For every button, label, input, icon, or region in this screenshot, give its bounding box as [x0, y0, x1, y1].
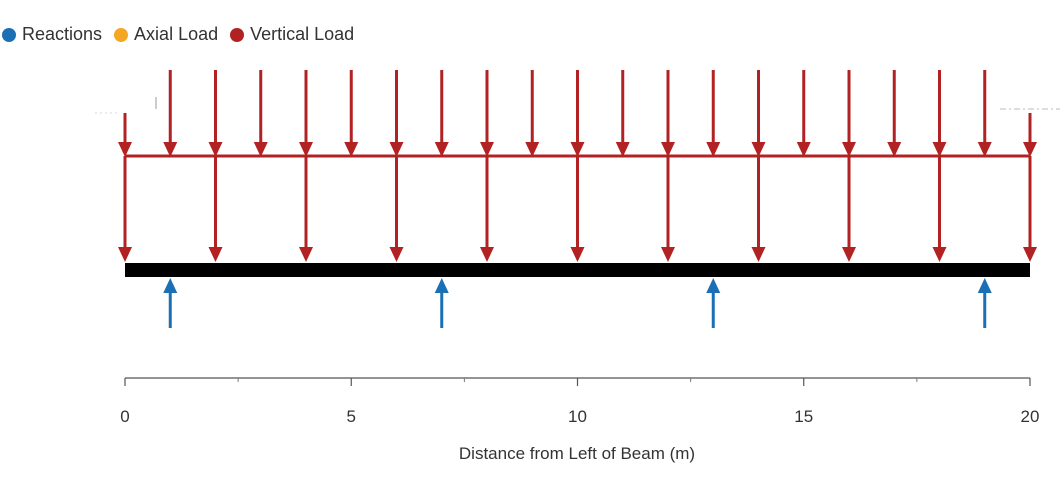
reaction-arrow: [163, 278, 178, 328]
distributed-load-arrow: [570, 70, 585, 157]
reactions-dot-icon: [2, 27, 16, 42]
distributed-load-arrow: [480, 70, 494, 157]
beam: [125, 263, 1030, 277]
x-tick-label: 20: [1021, 407, 1040, 426]
x-tick-label: 15: [794, 407, 813, 426]
distributed-load-arrow: [163, 70, 178, 157]
distributed-load-arrow: [615, 70, 630, 157]
distributed-load-edge-arrow: [118, 113, 132, 157]
distributed-load-arrow: [208, 70, 223, 157]
x-tick-label: 10: [568, 407, 587, 426]
point-load-arrow: [208, 156, 223, 262]
point-load-arrow: [118, 156, 132, 262]
legend-label-axial-load: Axial Load: [134, 24, 219, 44]
distributed-load-arrow: [842, 70, 856, 157]
distributed-load-arrow: [525, 70, 540, 157]
reactions: [163, 278, 992, 328]
x-tick-label: 5: [347, 407, 356, 426]
legend-label-reactions: Reactions: [22, 24, 103, 44]
point-load-arrow: [570, 156, 585, 262]
axial-load-dot-icon: [114, 27, 129, 42]
legend-item-reactions[interactable]: Reactions: [2, 24, 102, 45]
point-load-arrow: [751, 156, 766, 262]
distributed-load-edge-arrow: [1023, 113, 1037, 157]
point-load-arrow: [932, 156, 947, 262]
distributed-load-arrow: [932, 70, 947, 157]
reaction-arrow: [434, 278, 449, 328]
x-tick-label: 0: [120, 407, 129, 426]
point-load-arrow: [480, 156, 494, 262]
distributed-load-arrow: [661, 70, 675, 157]
distributed-load: [118, 70, 1037, 158]
reaction-arrow: [706, 278, 721, 328]
point-load-arrow: [389, 156, 404, 262]
distributed-load-arrow: [796, 70, 811, 157]
legend-label-vertical-load: Vertical Load: [250, 24, 355, 44]
reaction-arrow: [977, 278, 992, 328]
distributed-load-arrow: [706, 70, 721, 157]
distributed-load-arrow: [977, 70, 992, 157]
distributed-load-arrow: [389, 70, 404, 157]
legend-item-axial-load[interactable]: Axial Load: [114, 24, 218, 45]
distributed-load-arrow: [344, 70, 359, 157]
point-loads: [118, 156, 1037, 262]
distributed-load-arrow: [253, 70, 268, 157]
x-axis: 0 5 10 15 20: [120, 377, 1040, 426]
vertical-load-dot-icon: [230, 27, 245, 42]
distributed-load-arrow: [887, 70, 902, 157]
distributed-load-arrow: [751, 70, 766, 157]
legend-item-vertical-load[interactable]: Vertical Load: [230, 24, 354, 45]
distributed-load-arrow: [299, 70, 313, 157]
point-load-arrow: [661, 156, 675, 262]
x-axis-title: Distance from Left of Beam (m): [459, 444, 695, 463]
legend: Reactions Axial Load Vertical Load: [2, 24, 354, 45]
distributed-load-arrow: [434, 70, 449, 157]
point-load-arrow: [1023, 156, 1037, 262]
point-load-arrow: [842, 156, 856, 262]
point-load-arrow: [299, 156, 313, 262]
